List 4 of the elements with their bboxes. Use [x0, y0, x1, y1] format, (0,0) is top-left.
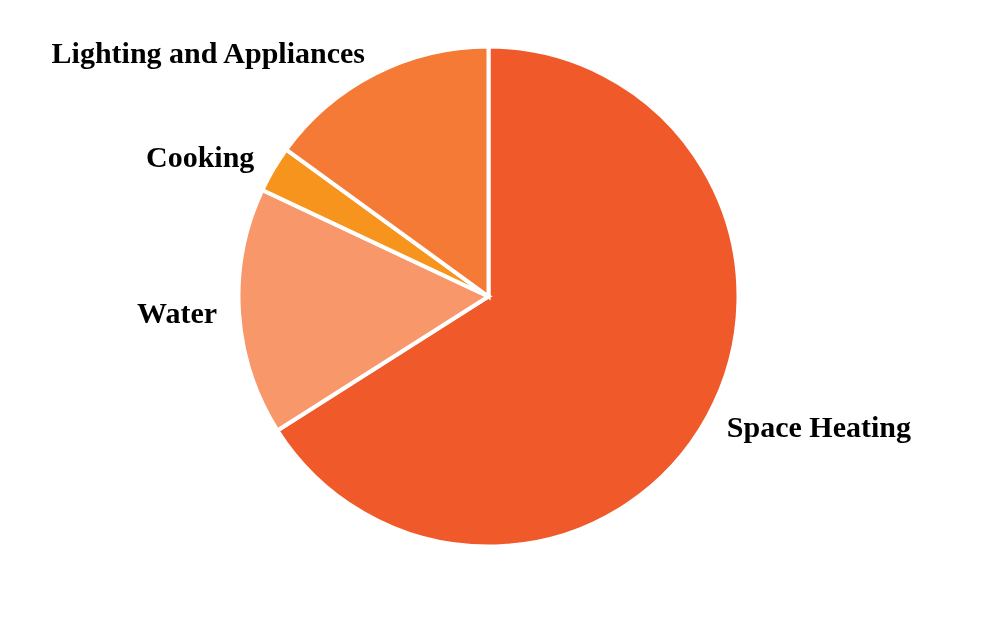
slice-label: Water [137, 295, 218, 329]
slice-label: Space Heating [726, 409, 912, 443]
slice-label: Lighting and Appliances [51, 36, 366, 70]
slice-label: Cooking [146, 140, 255, 174]
